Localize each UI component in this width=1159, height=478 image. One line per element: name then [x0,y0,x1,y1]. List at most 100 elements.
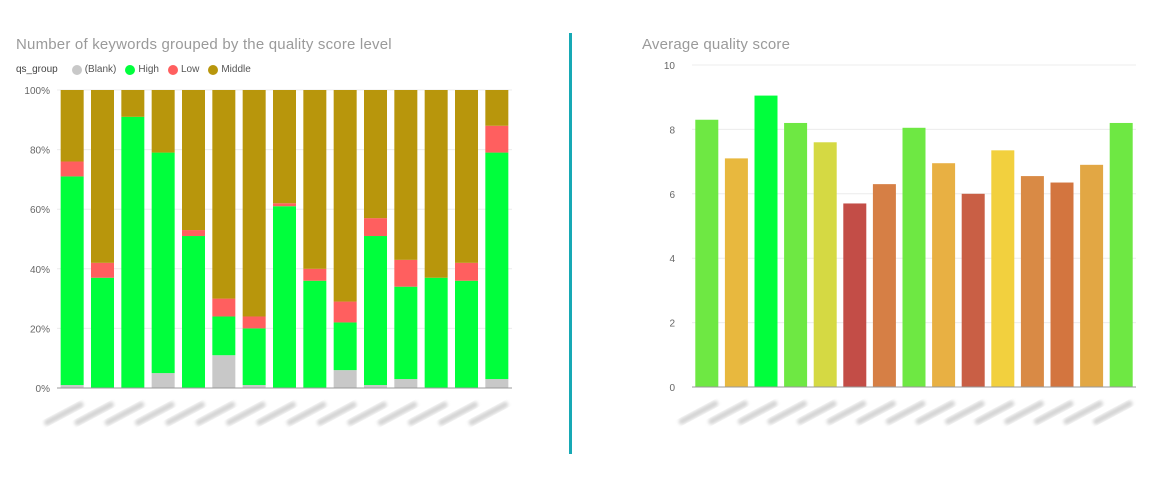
x-tick-label-obscured [468,401,509,426]
x-tick-label-obscured [856,400,896,425]
x-tick-label-obscured [885,400,926,425]
average-chart-panel: Average quality score 0 2 4 6 8 10 [575,0,1159,478]
average-score-bar [991,150,1015,387]
y-tick-label: 4 [669,254,675,265]
average-score-bar [813,142,837,387]
x-tick-label-obscured [226,401,266,426]
bar-segment-high [273,206,296,388]
bar-segment-middle [91,90,114,263]
bar-segment-high [91,277,114,388]
bar-segment-high [121,116,145,388]
legend-item-middle[interactable]: Middle [208,64,251,75]
x-tick-label-obscured [104,401,145,426]
bar-segment-high [424,277,448,388]
bar-segment-low [273,203,296,207]
bar-segment-middle [364,90,387,219]
legend-label-blank: (Blank) [84,64,117,75]
x-tick-label-obscured [377,401,418,426]
bar-segment-blank [151,373,175,388]
panel-divider [569,33,572,454]
bar-segment-blank [60,385,84,388]
legend-item-low[interactable]: Low [167,64,200,75]
x-tick-label-obscured [74,401,114,426]
average-score-bar [724,158,748,387]
bar-segment-low [455,262,478,281]
x-tick-label-obscured [408,401,448,426]
stacked-chart-panel: Number of keywords grouped by the qualit… [0,0,565,478]
bar-segment-blank [242,385,266,388]
bar-segment-high [151,152,175,374]
bar-segment-middle [273,90,296,204]
legend-label-high: High [138,64,159,75]
bar-segment-high [485,152,509,380]
bar-segment-blank [364,385,387,388]
bar-segment-middle [182,90,205,231]
bar-segment-high [182,236,205,388]
bar-segment-high [394,286,418,380]
bar-segment-middle [212,90,236,299]
x-tick-label-obscured [945,400,985,425]
bar-segment-middle [151,90,175,153]
average-score-bar [1050,182,1074,387]
y-tick-label: 80% [30,146,50,157]
bar-segment-blank [394,379,418,388]
bar-segment-middle [242,90,266,317]
average-score-bar [932,163,956,387]
bar-segment-low [333,301,357,323]
average-score-bar [1109,122,1133,388]
y-tick-label: 100% [24,86,50,97]
average-score-bar [1020,176,1044,387]
legend-title: qs_group [16,64,58,75]
legend-swatch-high [125,64,136,75]
x-tick-label-obscured [708,400,748,425]
bar-segment-low [91,262,114,278]
y-tick-label: 10 [664,61,676,72]
bar-segment-low [182,230,205,237]
legend-item-blank[interactable]: (Blank) [71,64,117,75]
y-tick-label: 60% [30,205,50,216]
average-score-bar [1080,164,1104,387]
bar-segment-high [303,280,327,388]
legend-item-high[interactable]: High [125,64,159,75]
x-tick-label-obscured [1033,400,1074,425]
bar-segment-low [485,125,509,153]
bar-segment-low [242,316,266,329]
bar-segment-middle [455,90,478,263]
average-score-bar [872,184,896,387]
bar-segment-high [212,316,236,356]
y-tick-label: 2 [669,319,675,330]
y-tick-label: 6 [669,190,675,201]
bar-segment-high [333,322,357,371]
bar-segment-high [242,328,266,386]
x-tick-label-obscured [135,401,175,426]
average-score-bar [695,119,719,388]
bar-segment-blank [333,370,357,388]
x-tick-label-obscured [737,400,778,425]
average-score-bar [784,122,808,388]
bar-segment-high [455,280,478,388]
legend-swatch-middle [208,64,219,75]
bar-segment-middle [303,90,327,269]
bar-segment-low [303,268,327,281]
x-tick-label-obscured [1063,400,1104,425]
legend-swatch-low [167,64,178,75]
bar-segment-middle [424,90,448,278]
y-tick-label: 0 [669,383,675,394]
legend-label-middle: Middle [221,64,251,75]
x-tick-label-obscured [826,400,867,425]
x-tick-label-obscured [44,401,84,426]
average-quality-bar-chart: 0 2 4 6 8 10 [664,61,1136,425]
bar-segment-middle [485,90,509,126]
y-tick-label: 40% [30,265,50,276]
x-tick-label-obscured [678,400,719,425]
legend-swatch-blank [71,64,82,75]
bar-segment-middle [394,90,418,260]
x-tick-label-obscured [797,400,837,425]
x-tick-label-obscured [767,400,808,425]
bar-segment-blank [485,379,509,388]
x-tick-label-obscured [286,401,327,426]
bar-segment-high [364,236,387,386]
stacked-bar-chart: 0% 20% 40% 60% 80% 100% [24,86,512,426]
x-tick-label-obscured [915,400,956,425]
legend-label-low: Low [180,64,200,75]
